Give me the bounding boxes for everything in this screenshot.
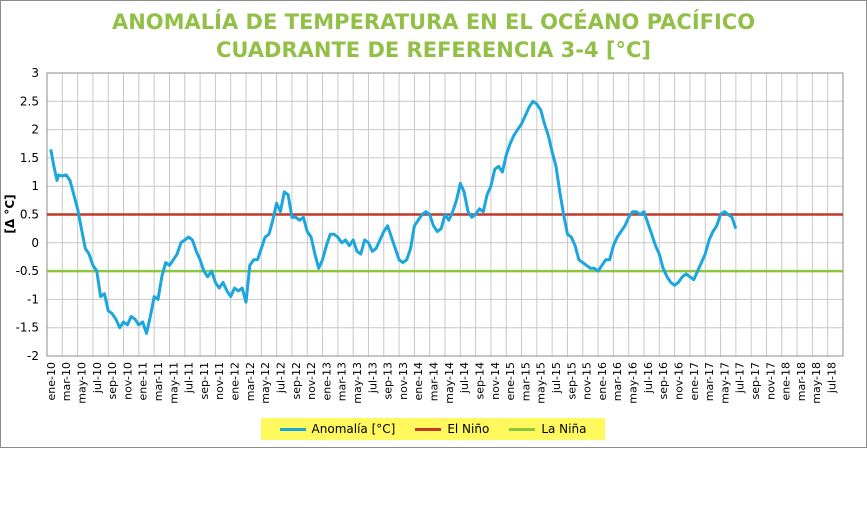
x-tick-label: jul-16 <box>642 362 655 394</box>
x-tick-label: mar-17 <box>703 362 716 401</box>
x-tick-label: may-17 <box>718 362 731 404</box>
x-tick-label: ene-14 <box>412 362 425 400</box>
chart-title: ANOMALÍA DE TEMPERATURA EN EL OCÉANO PAC… <box>0 8 867 64</box>
x-tick-label: may-10 <box>75 362 88 404</box>
x-tick-label: sep-15 <box>565 362 578 399</box>
x-tick-label: mar-12 <box>244 362 257 401</box>
x-tick-label: jul-17 <box>734 362 747 394</box>
x-tick-label: nov-13 <box>397 362 410 400</box>
legend-item-anomalia: Anomalía [°C] <box>279 422 396 436</box>
x-tick-label: sep-11 <box>198 362 211 399</box>
series-anomalia-line <box>49 99 738 335</box>
y-tick-label: 3 <box>31 66 39 80</box>
x-tick-label: mar-16 <box>611 362 624 401</box>
y-tick-label: 0 <box>31 236 39 250</box>
x-tick-label: ene-10 <box>45 362 58 400</box>
y-tick-label: 2.5 <box>20 94 39 108</box>
x-tick-label: ene-11 <box>137 362 150 400</box>
x-tick-label: ene-13 <box>320 362 333 400</box>
x-tick-labels: ene-10 mar-10 may-10 jul-10 sep-10 nov-10 ene-… <box>45 362 839 404</box>
x-tick-label: sep-17 <box>749 362 762 399</box>
x-tick-label: may-15 <box>535 362 548 404</box>
x-tick-label: nov-16 <box>672 362 685 400</box>
x-tick-label: may-11 <box>167 362 180 404</box>
x-tick-label: sep-10 <box>106 362 119 399</box>
y-tick-label: 2 <box>31 123 39 137</box>
y-tick-label: 1.5 <box>20 151 39 165</box>
plot-area: 32.521.510.50-0.5-1-1.5-2 ene-10 mar-10 ma… <box>3 66 844 404</box>
x-tick-label: sep-12 <box>290 362 303 399</box>
x-tick-label: ene-12 <box>229 362 242 400</box>
legend-swatch-el-nino <box>415 427 442 431</box>
legend-label-la-nina: La Niña <box>541 422 587 436</box>
x-tick-label: jul-15 <box>550 362 563 394</box>
x-tick-label: sep-16 <box>657 362 670 399</box>
legend-label-el-nino: El Niño <box>447 422 490 436</box>
x-tick-label: ene-15 <box>504 362 517 400</box>
y-tick-label: -2 <box>27 349 39 363</box>
x-tick-label: may-14 <box>443 362 456 404</box>
legend-item-el-nino: El Niño <box>415 422 489 436</box>
legend: Anomalía [°C] El Niño La Niña <box>261 418 605 440</box>
x-tick-label: mar-13 <box>336 362 349 401</box>
y-tick-label: 0.5 <box>20 208 39 222</box>
x-tick-label: ene-17 <box>688 362 701 400</box>
x-tick-label: mar-15 <box>519 362 532 401</box>
x-tick-label: may-12 <box>259 362 272 404</box>
y-tick-label: -1.5 <box>16 321 39 335</box>
x-tick-label: jul-10 <box>91 362 104 394</box>
y-axis-label: [Δ °C] <box>3 194 17 233</box>
legend-label-anomalia: Anomalía [°C] <box>311 422 396 436</box>
x-tick-label: nov-14 <box>489 362 502 400</box>
x-tick-label: nov-12 <box>305 362 318 400</box>
legend-item-la-nina: La Niña <box>509 422 586 436</box>
y-tick-label: -1 <box>27 292 39 306</box>
x-tick-label: jul-18 <box>826 362 839 394</box>
legend-swatch-la-nina <box>509 427 536 431</box>
chart-title-line1: ANOMALÍA DE TEMPERATURA EN EL OCÉANO PAC… <box>111 10 756 34</box>
x-tick-label: mar-11 <box>152 362 165 401</box>
x-tick-label: mar-10 <box>60 362 73 401</box>
x-tick-label: sep-14 <box>473 362 486 399</box>
chart-title-line2: CUADRANTE DE REFERENCIA 3-4 [°C] <box>215 38 651 62</box>
x-tick-label: sep-13 <box>382 362 395 399</box>
x-tick-label: jul-14 <box>458 362 471 394</box>
x-tick-label: nov-11 <box>213 362 226 400</box>
x-tick-label: ene-18 <box>780 362 793 400</box>
x-tick-label: nov-15 <box>581 362 594 400</box>
x-tick-label: jul-13 <box>366 362 379 394</box>
x-tick-label: ene-16 <box>596 362 609 400</box>
x-tick-label: may-13 <box>351 362 364 404</box>
y-tick-label: -0.5 <box>16 264 39 278</box>
x-tick-label: mar-18 <box>795 362 808 401</box>
x-tick-label: nov-17 <box>764 362 777 400</box>
x-tick-label: jul-11 <box>183 362 196 394</box>
x-tick-label: nov-10 <box>121 362 134 400</box>
x-tick-label: mar-14 <box>428 362 441 401</box>
y-tick-label: 1 <box>31 179 39 193</box>
y-tick-labels: 3 2.5 2 1.5 1 0.5 0 -0.5 -1 -1.5 -2 <box>16 66 39 363</box>
x-tick-label: jul-12 <box>274 362 287 394</box>
legend-swatch-anomalia <box>279 427 306 431</box>
x-tick-label: may-16 <box>627 362 640 404</box>
x-tick-label: may-18 <box>810 362 823 404</box>
